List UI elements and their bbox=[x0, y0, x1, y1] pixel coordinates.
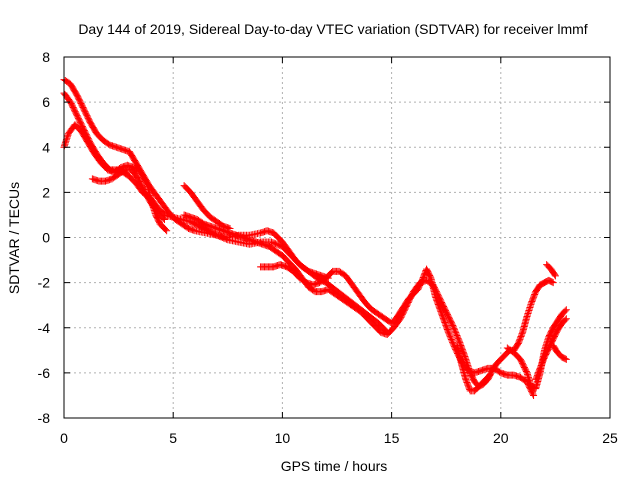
data-point-marker bbox=[454, 334, 462, 342]
data-point-marker bbox=[562, 306, 570, 314]
data-point-marker bbox=[449, 321, 457, 329]
data-point-marker bbox=[549, 279, 557, 287]
data-point-marker bbox=[522, 368, 530, 376]
data-point-marker bbox=[452, 330, 460, 338]
y-tick-label: 8 bbox=[42, 49, 50, 65]
data-point-marker bbox=[518, 330, 526, 338]
data-point-marker bbox=[450, 324, 458, 332]
data-point-marker bbox=[449, 323, 457, 331]
data-point-marker bbox=[562, 315, 570, 323]
data-point-marker bbox=[548, 278, 556, 286]
data-point-marker bbox=[163, 227, 171, 235]
series-track-4 bbox=[88, 166, 168, 223]
y-tick-label: -2 bbox=[38, 275, 51, 291]
data-point-marker bbox=[449, 338, 457, 346]
data-point-marker bbox=[446, 333, 454, 341]
data-point-marker bbox=[452, 329, 460, 337]
data-point-marker bbox=[561, 307, 569, 315]
x-tick-label: 15 bbox=[384, 430, 400, 446]
data-point-marker bbox=[551, 272, 559, 280]
series-track-3 bbox=[60, 121, 171, 235]
data-point-marker bbox=[450, 341, 458, 349]
x-tick-label: 0 bbox=[60, 430, 68, 446]
x-axis-label: GPS time / hours bbox=[281, 458, 388, 474]
data-point-marker bbox=[444, 328, 452, 336]
data-point-marker bbox=[446, 331, 454, 339]
y-tick-label: 2 bbox=[42, 184, 50, 200]
x-tick-label: 5 bbox=[169, 430, 177, 446]
data-point-marker bbox=[160, 215, 168, 223]
data-point-marker bbox=[449, 340, 457, 348]
data-point-marker bbox=[222, 235, 230, 243]
y-tick-label: -6 bbox=[38, 365, 51, 381]
data-point-marker bbox=[451, 327, 459, 335]
x-tick-label: 10 bbox=[275, 430, 291, 446]
chart-title: Day 144 of 2019, Sidereal Day-to-day VTE… bbox=[78, 21, 587, 37]
y-axis-label: SDTVAR / TECUs bbox=[6, 182, 22, 294]
series-track-6 bbox=[257, 261, 538, 399]
data-markers bbox=[60, 76, 570, 399]
data-point-marker bbox=[454, 333, 462, 341]
y-tick-label: 4 bbox=[42, 139, 50, 155]
data-point-marker bbox=[453, 332, 461, 340]
data-point-marker bbox=[561, 316, 569, 324]
data-point-marker bbox=[162, 226, 170, 234]
data-point-marker bbox=[562, 355, 570, 363]
data-point-marker bbox=[561, 355, 569, 363]
y-tick-label: 0 bbox=[42, 230, 50, 246]
data-point-marker bbox=[447, 334, 455, 342]
x-tick-label: 20 bbox=[493, 430, 509, 446]
data-point-marker bbox=[529, 390, 537, 398]
axis-ticks: 0 5 10 15 20 25 -8 -6 -4 -2 0 2 4 6 8 bbox=[38, 49, 618, 446]
data-point-marker bbox=[551, 271, 559, 279]
series-track-9 bbox=[532, 315, 570, 384]
data-point-marker bbox=[226, 224, 234, 232]
data-point-marker bbox=[530, 391, 538, 399]
data-point-marker bbox=[159, 214, 167, 222]
series-track-11 bbox=[549, 342, 570, 363]
x-tick-label: 25 bbox=[602, 430, 618, 446]
data-point-marker bbox=[445, 330, 453, 338]
data-point-marker bbox=[447, 335, 455, 343]
y-tick-label: 6 bbox=[42, 94, 50, 110]
series-track-10 bbox=[543, 261, 559, 280]
grid-lines bbox=[64, 57, 610, 418]
data-point-marker bbox=[448, 337, 456, 345]
y-tick-label: -4 bbox=[38, 320, 51, 336]
series-track-12 bbox=[180, 182, 234, 232]
y-tick-label: -8 bbox=[38, 410, 51, 426]
data-point-marker bbox=[451, 326, 459, 334]
